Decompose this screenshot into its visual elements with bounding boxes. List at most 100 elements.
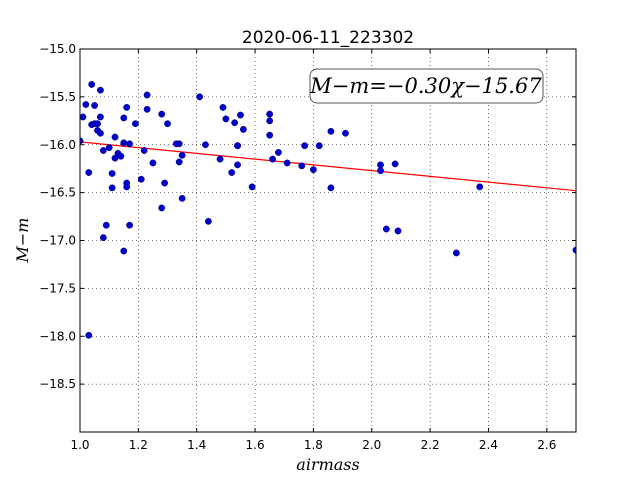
y-tick-label: −16.5 <box>39 186 76 200</box>
data-point <box>342 129 349 137</box>
data-point <box>222 115 230 123</box>
y-tick-label: −17.5 <box>39 281 76 295</box>
data-point <box>327 184 335 192</box>
x-tick-label: 2.4 <box>479 438 498 452</box>
data-point <box>117 152 125 160</box>
annotation-text: M−m=−0.30χ−15.67 <box>309 74 542 98</box>
x-tick-label: 2.0 <box>362 438 381 452</box>
chart-title: 2020-06-11_223302 <box>242 28 414 48</box>
data-point <box>266 131 274 139</box>
data-point <box>85 331 93 339</box>
fit-line-group <box>80 141 576 192</box>
data-point <box>140 147 148 154</box>
x-tick-label: 1.6 <box>246 438 265 452</box>
data-point <box>164 120 171 128</box>
data-point <box>161 179 169 187</box>
annotation-box <box>309 68 544 104</box>
x-tick-label: 2.6 <box>537 438 556 452</box>
data-point <box>149 159 157 167</box>
data-point <box>120 139 128 147</box>
data-point <box>234 161 241 169</box>
y-tick-label: −17.0 <box>39 234 76 248</box>
data-point <box>126 140 134 148</box>
data-point <box>123 104 131 111</box>
y-axis-label: M−m <box>13 218 32 264</box>
x-tick-label: 1.0 <box>70 438 89 452</box>
data-point <box>120 114 128 122</box>
y-tick-label: −15.0 <box>39 42 76 56</box>
data-point <box>269 155 276 163</box>
data-point <box>248 183 256 191</box>
data-point <box>97 129 104 137</box>
data-point <box>382 225 390 233</box>
data-point <box>228 169 236 176</box>
x-tick-label: 1.2 <box>129 438 148 452</box>
data-point <box>91 102 98 109</box>
data-point <box>202 141 209 149</box>
data-point <box>132 120 139 128</box>
data-point <box>178 194 186 202</box>
data-point <box>283 159 291 167</box>
data-point <box>394 227 402 235</box>
data-point <box>377 161 384 169</box>
data-point <box>315 142 323 150</box>
data-point <box>108 184 116 192</box>
data-point <box>327 127 335 135</box>
data-point <box>274 149 282 156</box>
data-point <box>120 247 128 255</box>
data-point <box>298 162 306 170</box>
data-point <box>94 120 101 128</box>
x-axis-label: airmass <box>296 455 359 474</box>
data-point <box>476 183 484 191</box>
y-tick-label: −18.5 <box>39 377 76 391</box>
fit-annotation: M−m=−0.30χ−15.67 <box>309 68 544 104</box>
data-point <box>301 142 309 150</box>
data-point <box>111 133 119 141</box>
data-point <box>216 155 224 163</box>
axis-ticks: 1.0 1.2 1.4 1.6 1.8 2.0 2.2 2.4 2.6 −15.0 −15.5 −16… <box>39 42 576 452</box>
data-point <box>126 221 134 229</box>
x-tick-label: 2.2 <box>421 438 440 452</box>
data-point <box>219 104 227 111</box>
data-point <box>85 169 93 176</box>
data-point <box>105 144 113 152</box>
data-point <box>88 81 96 88</box>
data-point <box>266 117 274 125</box>
data-point <box>80 113 87 121</box>
x-tick-label: 1.4 <box>187 438 206 452</box>
data-point <box>158 110 166 118</box>
data-point <box>178 151 186 159</box>
data-point <box>158 204 166 212</box>
data-point <box>99 234 107 242</box>
data-point <box>239 126 247 133</box>
data-point <box>231 119 239 127</box>
data-point <box>97 86 104 94</box>
y-tick-label: −16.0 <box>39 138 76 152</box>
data-point <box>196 93 204 101</box>
data-point <box>123 183 131 191</box>
data-point <box>108 170 116 177</box>
y-tick-label: −18.0 <box>39 329 76 343</box>
data-point <box>175 140 183 148</box>
data-points <box>80 81 576 339</box>
fit-line <box>80 141 576 192</box>
x-tick-label: 1.8 <box>304 438 323 452</box>
data-point <box>452 249 460 257</box>
data-point <box>204 217 212 225</box>
data-point <box>266 110 274 118</box>
y-tick-label: −15.5 <box>39 90 76 104</box>
data-point <box>137 175 145 183</box>
data-point <box>102 221 110 229</box>
data-point <box>391 160 399 168</box>
data-point <box>82 101 90 108</box>
data-point <box>175 158 183 166</box>
data-point <box>377 167 384 175</box>
data-point <box>97 113 104 121</box>
data-point <box>99 147 107 154</box>
data-point <box>143 105 151 113</box>
data-point <box>234 142 241 150</box>
data-point <box>143 91 151 99</box>
data-point <box>310 166 317 174</box>
data-point <box>237 111 244 119</box>
